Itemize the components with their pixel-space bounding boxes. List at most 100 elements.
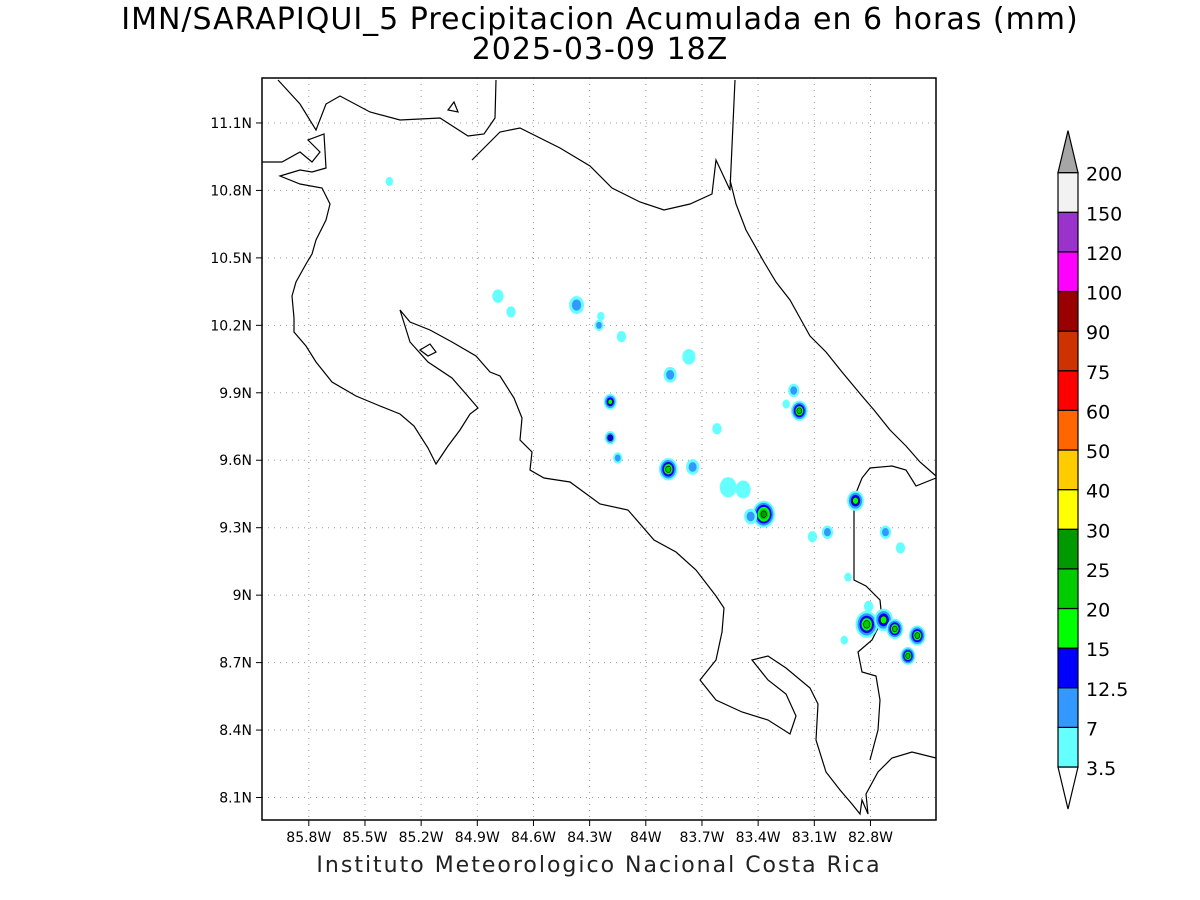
y-tick-label: 10.5N xyxy=(210,251,252,267)
rain-cell xyxy=(658,457,678,481)
rain-contour xyxy=(796,407,803,414)
rain-cell xyxy=(385,176,394,186)
panama-border-north xyxy=(853,465,937,499)
y-tick-label: 10.2N xyxy=(210,318,252,334)
legend-underflow-arrow xyxy=(1057,766,1079,810)
rain-cell xyxy=(663,366,677,383)
precipitation-cells xyxy=(385,176,926,665)
legend-overflow-arrow xyxy=(1057,130,1079,174)
rain-cell xyxy=(752,500,775,528)
caribbean-coastline xyxy=(729,179,937,477)
rain-cell xyxy=(686,459,700,475)
legend-label: 75 xyxy=(1086,362,1110,384)
rain-contour xyxy=(666,369,675,380)
rain-cell xyxy=(782,399,790,409)
rain-contour xyxy=(895,542,906,554)
rain-cell xyxy=(712,423,722,435)
rain-contour xyxy=(844,572,852,582)
legend-label: 90 xyxy=(1086,322,1110,344)
rain-cell xyxy=(604,431,616,445)
map-title: IMN/SARAPIQUI_5 Precipitacion Acumulada … xyxy=(121,2,1079,37)
legend-label: 150 xyxy=(1086,203,1122,225)
rain-cell xyxy=(821,525,834,539)
legend-swatch xyxy=(1057,290,1079,332)
legend-label: 50 xyxy=(1086,441,1110,463)
x-tick-label: 84.9W xyxy=(455,830,500,846)
legend-swatch xyxy=(1057,528,1079,570)
legend-label: 30 xyxy=(1086,520,1110,542)
lake-nicaragua-shore xyxy=(471,79,736,211)
rain-cell xyxy=(594,319,604,331)
rain-cell xyxy=(844,572,852,582)
rain-cell xyxy=(879,525,892,539)
rain-contour xyxy=(596,321,602,329)
lat-lon-grid xyxy=(262,78,936,820)
legend-swatch xyxy=(1057,568,1079,610)
rain-cell xyxy=(895,542,906,554)
rain-cell xyxy=(492,289,504,303)
y-tick-label: 9N xyxy=(233,588,252,604)
rain-contour xyxy=(719,477,737,498)
rain-contour xyxy=(571,299,582,311)
rain-contour xyxy=(712,423,722,435)
rain-contour xyxy=(914,632,920,639)
legend-swatch xyxy=(1057,211,1079,253)
rain-cell xyxy=(886,618,904,639)
rain-contour xyxy=(385,176,394,186)
rain-contour xyxy=(506,306,516,318)
legend-label: 120 xyxy=(1086,243,1122,265)
rain-contour xyxy=(863,600,874,613)
legend-swatch xyxy=(1057,370,1079,411)
x-tick-label: 84W xyxy=(630,830,662,846)
x-tick-label: 84.3W xyxy=(567,830,612,846)
legend-label: 100 xyxy=(1086,283,1122,305)
rain-contour xyxy=(665,465,672,473)
island-outline xyxy=(446,100,459,113)
rain-contour xyxy=(790,386,798,395)
y-tick-label: 11.1N xyxy=(210,116,252,132)
rain-contour xyxy=(597,311,605,321)
y-tick-label: 9.9N xyxy=(219,386,252,402)
x-tick-label: 83.7W xyxy=(679,830,724,846)
legend-label: 20 xyxy=(1086,600,1110,622)
rain-cell xyxy=(719,477,737,498)
rain-contour xyxy=(492,289,504,303)
legend-swatch xyxy=(1057,449,1079,491)
map-frame xyxy=(261,77,937,821)
panama-border xyxy=(853,498,883,761)
precip-legend: 3.5 7 12.5 15 20 25 30 40 50 60 75 90 100 120 150 200 xyxy=(1057,130,1128,810)
legend-swatch xyxy=(1057,647,1079,689)
legend-label: 25 xyxy=(1086,560,1110,582)
rain-cell xyxy=(613,452,623,464)
map-axes: 85.8W 85.5W 85.2W 84.9W 84.6W 84.3W 84W 83.7W 83… xyxy=(210,77,937,846)
rain-contour xyxy=(607,434,614,442)
legend-swatch xyxy=(1057,607,1079,649)
y-tick-label: 8.4N xyxy=(219,723,252,739)
rain-cell xyxy=(788,383,800,398)
rain-cell xyxy=(900,646,916,665)
rain-contour xyxy=(782,399,790,409)
map-timestamp: 2025-03-09 18Z xyxy=(471,32,729,67)
rain-cell xyxy=(908,625,926,646)
rain-cell xyxy=(616,330,627,343)
nicaragua-coastline xyxy=(277,79,497,137)
pacific-coastline xyxy=(262,133,937,816)
rain-contour xyxy=(852,496,859,505)
x-tick-label: 82.8W xyxy=(848,830,893,846)
rain-cell xyxy=(569,296,585,315)
legend-swatch xyxy=(1057,489,1079,530)
x-tick-label: 85.8W xyxy=(286,830,331,846)
y-tick-label: 10.8N xyxy=(210,183,252,199)
rain-contour xyxy=(807,531,818,543)
legend-swatch xyxy=(1057,687,1079,728)
rain-contour xyxy=(682,348,696,365)
y-tick-label: 9.6N xyxy=(219,453,252,469)
rain-contour xyxy=(905,652,911,659)
coastline xyxy=(262,79,937,816)
rain-contour xyxy=(880,615,888,625)
x-tick-label: 85.5W xyxy=(342,830,387,846)
legend-swatch xyxy=(1057,172,1079,213)
institution-credit: Instituto Meteorologico Nacional Costa R… xyxy=(316,853,882,878)
rain-cell xyxy=(506,306,516,318)
